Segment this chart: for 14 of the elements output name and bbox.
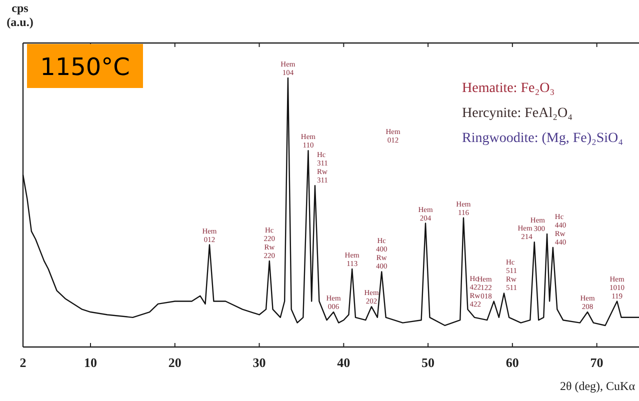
x-tick-label: 60 xyxy=(506,355,519,370)
x-tick-label: 20 xyxy=(168,355,182,370)
annotation: Hercynite: FeAl₂O₄ xyxy=(462,106,573,121)
annotation: Hematite: Fe₂O₃ xyxy=(462,81,555,96)
x-axis-title: 2θ (deg), CuKα xyxy=(560,379,636,393)
annotation: Ringwoodite: (Mg, Fe)₂SiO₄ xyxy=(462,131,624,146)
y-axis-title: cps (a.u.) xyxy=(6,1,34,29)
x-tick-label: 70 xyxy=(590,355,604,370)
x-tick-label: 50 xyxy=(422,355,435,370)
x-tick-label: 40 xyxy=(337,355,350,370)
x-tick-label: 2 xyxy=(20,355,26,370)
x-tick-label: 10 xyxy=(84,355,98,370)
x-tick-label: 30 xyxy=(252,355,266,370)
chart-title: 1150°C xyxy=(40,53,130,81)
